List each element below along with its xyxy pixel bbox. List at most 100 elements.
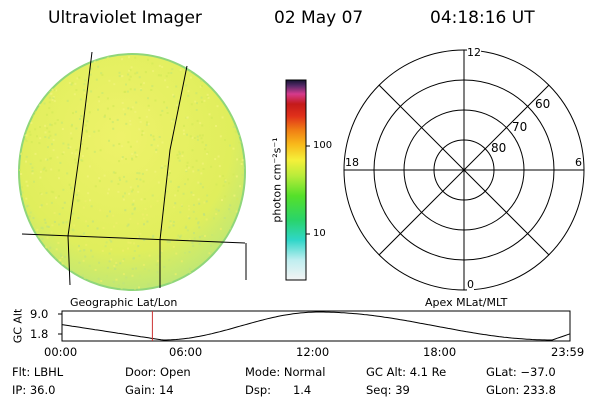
disk-speckle [47,56,50,59]
disk-speckle [222,184,225,187]
disk-speckle [118,71,121,74]
disk-speckle [226,76,229,79]
disk-speckle [88,111,91,114]
disk-speckle [136,154,139,157]
disk-speckle [147,58,149,61]
disk-speckle [140,198,143,201]
disk-speckle [99,149,102,152]
disk-speckle [84,255,87,258]
disk-speckle [223,243,226,245]
disk-speckle [187,166,190,169]
disk-speckle [25,104,27,107]
disk-speckle [194,100,197,103]
disk-speckle [33,180,35,183]
disk-speckle [128,69,131,72]
disk-speckle [229,62,232,64]
disk-speckle [185,84,188,87]
disk-speckle [178,152,181,155]
disk-speckle [117,284,120,287]
disk-speckle [129,241,132,244]
disk-speckle [244,88,245,91]
disk-speckle [40,281,43,284]
disk-speckle [131,158,134,161]
disk-speckle [143,223,145,226]
altitude-curve [61,311,571,341]
disk-speckle [106,97,109,100]
disk-speckle [239,213,242,216]
disk-speckle [124,209,127,212]
disk-speckle [209,67,212,70]
disk-speckle [59,73,62,76]
disk-speckle [197,169,200,172]
disk-speckle [130,108,133,111]
disk-speckle [112,127,115,130]
disk-speckle [166,112,169,114]
disk-speckle [47,225,50,228]
disk-speckle [28,268,31,271]
disk-speckle [155,148,158,151]
disk-speckle [88,135,91,138]
disk-speckle [28,215,31,218]
disk-speckle [41,260,44,263]
disk-speckle [25,160,27,163]
disk-speckle [22,236,25,239]
disk-speckle [217,155,220,158]
disk-speckle [98,177,101,180]
timeline-ytick-label-bottom: 1.8 [30,327,49,341]
disk-speckle [91,255,94,258]
disk-speckle [132,279,135,282]
disk-speckle [228,65,231,68]
time-label: 04:18:16 UT [430,8,535,28]
disk-speckle [85,243,88,246]
disk-speckle [188,267,191,270]
disk-speckle [119,262,122,265]
disk-speckle [174,194,177,197]
disk-speckle [108,260,111,263]
disk-speckle [80,143,83,146]
disk-speckle [237,90,240,93]
disk-speckle [238,158,241,161]
meridian-line-right [159,65,188,288]
disk-speckle [194,282,197,285]
disk-speckle [192,210,195,213]
disk-speckle [43,166,46,169]
disk-speckle [168,226,171,229]
disk-speckle [200,172,203,175]
disk-speckle [204,286,207,289]
disk-speckle [22,262,25,265]
disk-speckle [205,200,208,203]
disk-speckle [156,200,159,203]
disk-speckle [109,238,111,241]
disk-speckle [151,85,154,88]
disk-speckle [58,223,60,226]
disk-speckle [202,168,205,170]
disk-speckle [29,133,32,136]
disk-speckle [168,280,171,283]
disk-speckle [19,169,21,171]
disk-speckle [176,59,179,61]
disk-speckle [184,226,187,229]
disk-speckle [172,224,175,227]
disk-speckle [85,102,88,105]
disk-speckle [186,116,189,119]
disk-speckle [161,141,164,144]
disk-speckle [219,277,222,280]
disk-speckle [110,240,113,243]
disk-speckle [51,224,54,227]
disk-speckle [48,96,51,99]
disk-speckle [142,132,145,134]
disk-speckle [170,72,173,74]
disk-speckle [147,283,150,286]
disk-speckle [149,205,152,208]
disk-speckle [48,101,51,104]
disk-speckle [142,180,145,183]
disk-speckle [156,289,159,290]
status-glon: GLon: 233.8 [486,383,556,397]
disk-speckle [23,115,26,118]
disk-speckle [69,269,72,272]
disk-speckle [228,182,231,185]
disk-speckle [164,275,167,278]
disk-speckle [145,169,148,171]
disk-speckle [224,100,227,103]
disk-speckle [39,126,41,128]
